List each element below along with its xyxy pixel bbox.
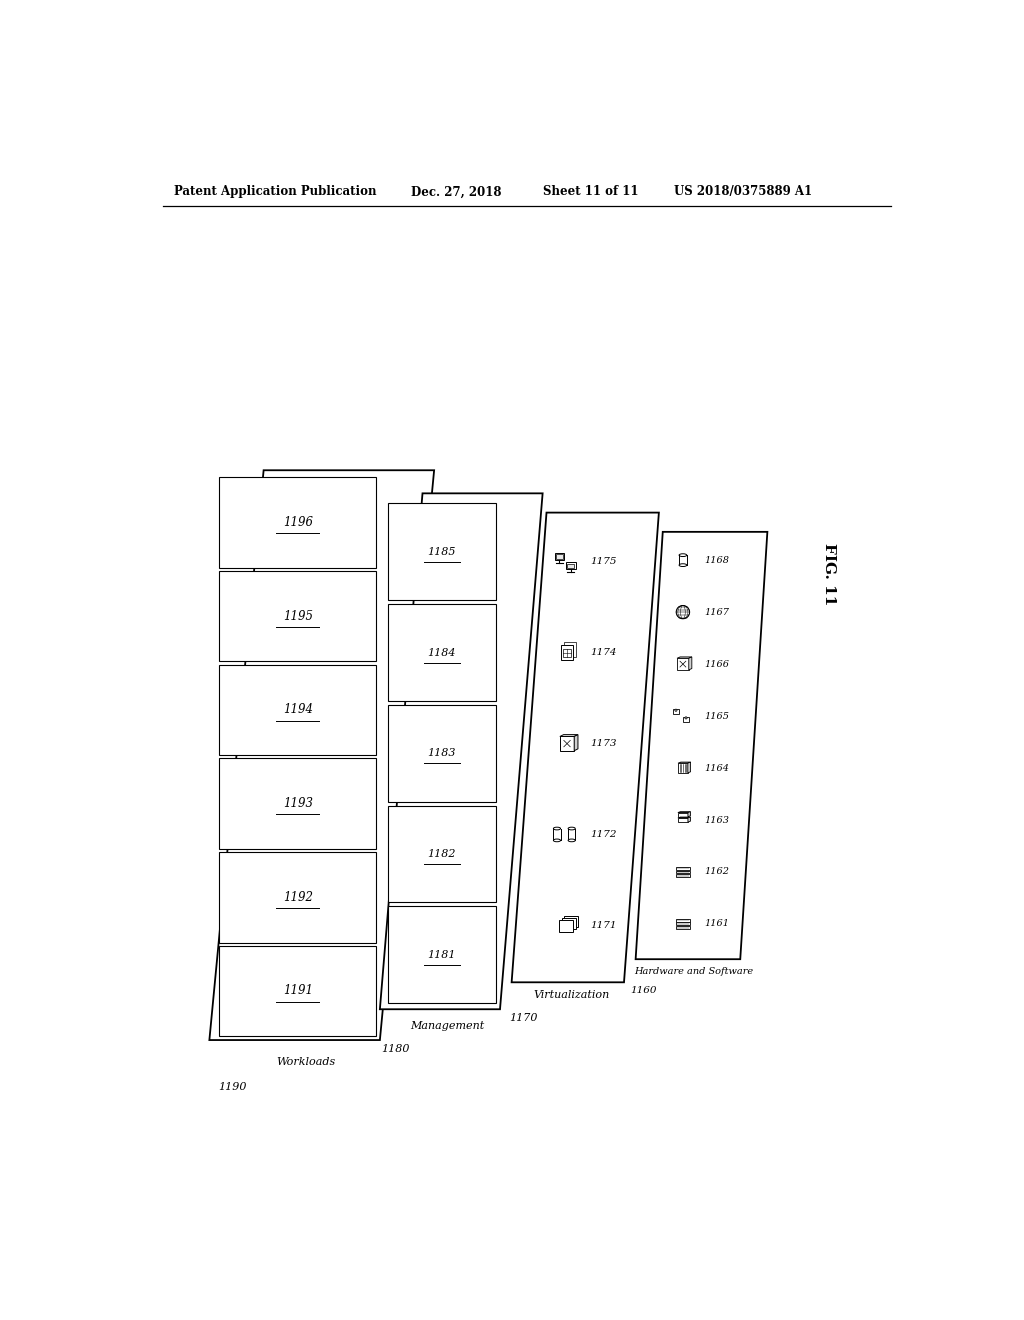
FancyBboxPatch shape bbox=[561, 645, 572, 660]
FancyBboxPatch shape bbox=[219, 945, 376, 1036]
Polygon shape bbox=[512, 512, 658, 982]
Polygon shape bbox=[560, 737, 574, 751]
Circle shape bbox=[676, 606, 689, 619]
Text: Virtualization: Virtualization bbox=[534, 990, 610, 1001]
Circle shape bbox=[685, 717, 687, 719]
Text: 1175: 1175 bbox=[590, 557, 616, 566]
FancyBboxPatch shape bbox=[388, 805, 496, 903]
Text: 1163: 1163 bbox=[703, 816, 729, 825]
Polygon shape bbox=[380, 494, 543, 1010]
Text: 1183: 1183 bbox=[428, 748, 456, 758]
FancyBboxPatch shape bbox=[562, 917, 575, 929]
FancyBboxPatch shape bbox=[553, 829, 560, 841]
Text: 1172: 1172 bbox=[590, 830, 616, 840]
Text: 1192: 1192 bbox=[283, 891, 312, 904]
Polygon shape bbox=[688, 812, 690, 817]
Text: 1182: 1182 bbox=[428, 849, 456, 859]
FancyBboxPatch shape bbox=[683, 717, 689, 722]
Text: 1160: 1160 bbox=[630, 986, 656, 995]
FancyBboxPatch shape bbox=[676, 919, 690, 921]
Text: 1167: 1167 bbox=[703, 607, 729, 616]
FancyBboxPatch shape bbox=[388, 705, 496, 801]
Text: 1170: 1170 bbox=[509, 1014, 538, 1023]
Text: 1193: 1193 bbox=[283, 797, 312, 810]
Text: 1162: 1162 bbox=[703, 867, 729, 876]
FancyBboxPatch shape bbox=[679, 556, 687, 565]
FancyBboxPatch shape bbox=[567, 564, 574, 568]
Text: 1195: 1195 bbox=[283, 610, 312, 623]
Text: 1164: 1164 bbox=[703, 763, 729, 772]
Ellipse shape bbox=[679, 564, 687, 566]
FancyBboxPatch shape bbox=[556, 554, 563, 558]
Text: FIG. 11: FIG. 11 bbox=[822, 543, 837, 606]
Text: Management: Management bbox=[411, 1020, 484, 1031]
FancyBboxPatch shape bbox=[676, 927, 690, 929]
Ellipse shape bbox=[553, 840, 560, 842]
FancyBboxPatch shape bbox=[564, 643, 575, 657]
FancyBboxPatch shape bbox=[219, 478, 376, 568]
Polygon shape bbox=[677, 659, 689, 671]
Ellipse shape bbox=[679, 554, 687, 557]
Ellipse shape bbox=[568, 840, 575, 842]
Polygon shape bbox=[678, 813, 688, 817]
Circle shape bbox=[675, 709, 677, 711]
Text: 1181: 1181 bbox=[428, 949, 456, 960]
Text: Workloads: Workloads bbox=[276, 1057, 336, 1067]
FancyBboxPatch shape bbox=[564, 916, 578, 927]
Text: Hardware and Software: Hardware and Software bbox=[635, 968, 754, 975]
Polygon shape bbox=[689, 657, 692, 671]
Text: 1191: 1191 bbox=[283, 985, 312, 998]
Text: 1165: 1165 bbox=[703, 711, 729, 721]
Text: 1194: 1194 bbox=[283, 704, 312, 717]
FancyBboxPatch shape bbox=[555, 553, 564, 560]
FancyBboxPatch shape bbox=[219, 664, 376, 755]
FancyBboxPatch shape bbox=[219, 570, 376, 661]
Polygon shape bbox=[688, 762, 690, 774]
FancyBboxPatch shape bbox=[566, 562, 575, 569]
FancyBboxPatch shape bbox=[568, 829, 575, 841]
Polygon shape bbox=[678, 818, 688, 822]
Text: 1161: 1161 bbox=[703, 920, 729, 928]
FancyBboxPatch shape bbox=[388, 907, 496, 1003]
Text: US 2018/0375889 A1: US 2018/0375889 A1 bbox=[675, 185, 812, 198]
Text: 1168: 1168 bbox=[703, 556, 729, 565]
Text: 1173: 1173 bbox=[590, 739, 616, 748]
FancyBboxPatch shape bbox=[676, 874, 690, 878]
Polygon shape bbox=[574, 735, 578, 751]
Text: 1184: 1184 bbox=[428, 648, 456, 657]
Text: 1171: 1171 bbox=[590, 921, 616, 929]
FancyBboxPatch shape bbox=[676, 870, 690, 874]
FancyBboxPatch shape bbox=[563, 648, 570, 657]
FancyBboxPatch shape bbox=[219, 758, 376, 849]
Text: 1166: 1166 bbox=[703, 660, 729, 669]
FancyBboxPatch shape bbox=[219, 851, 376, 942]
FancyBboxPatch shape bbox=[388, 605, 496, 701]
FancyBboxPatch shape bbox=[559, 920, 573, 932]
FancyBboxPatch shape bbox=[388, 503, 496, 601]
Polygon shape bbox=[678, 763, 688, 774]
Text: 1180: 1180 bbox=[381, 1044, 410, 1053]
Text: 1174: 1174 bbox=[590, 648, 616, 657]
Text: 1196: 1196 bbox=[283, 516, 312, 529]
Text: 1185: 1185 bbox=[428, 546, 456, 557]
Ellipse shape bbox=[568, 828, 575, 830]
Text: 1190: 1190 bbox=[218, 1082, 247, 1093]
Polygon shape bbox=[560, 735, 578, 737]
Polygon shape bbox=[677, 657, 692, 659]
Ellipse shape bbox=[553, 828, 560, 830]
FancyBboxPatch shape bbox=[676, 923, 690, 925]
Text: Sheet 11 of 11: Sheet 11 of 11 bbox=[543, 185, 638, 198]
Polygon shape bbox=[209, 470, 434, 1040]
FancyBboxPatch shape bbox=[676, 867, 690, 870]
FancyBboxPatch shape bbox=[673, 709, 679, 714]
Text: Patent Application Publication: Patent Application Publication bbox=[174, 185, 377, 198]
Polygon shape bbox=[636, 532, 767, 960]
Polygon shape bbox=[688, 817, 690, 822]
Text: Dec. 27, 2018: Dec. 27, 2018 bbox=[411, 185, 502, 198]
